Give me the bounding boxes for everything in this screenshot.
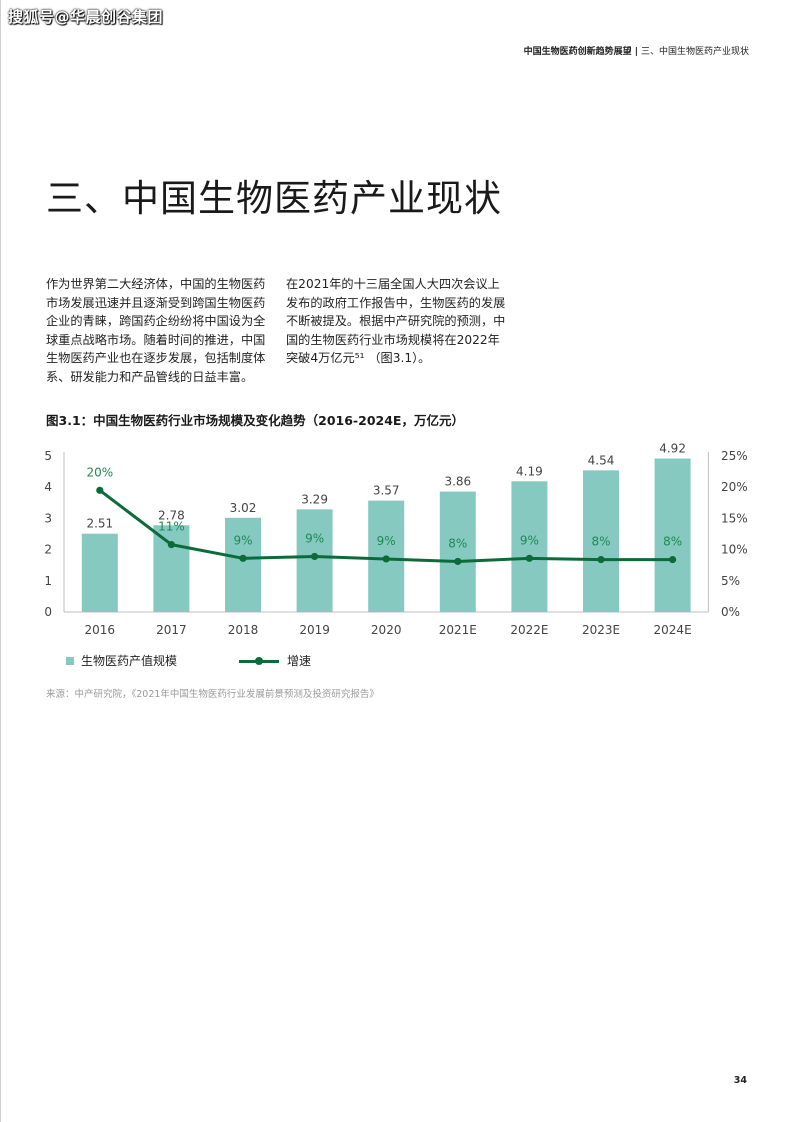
x-axis-tick-label: 2019: [299, 623, 330, 637]
growth-value-label: 9%: [305, 531, 324, 545]
bar-value-label: 2.51: [86, 517, 113, 531]
x-axis-tick-label: 2021E: [439, 623, 477, 637]
growth-value-label: 9%: [520, 533, 539, 547]
running-head: 中国生物医药创新趋势展望 | 三、中国生物医药产业现状: [524, 44, 749, 57]
running-head-separator: |: [634, 47, 638, 57]
growth-point-2021E: [454, 557, 462, 566]
y-axis-tick-label: 1: [44, 574, 52, 588]
growth-value-label: 9%: [233, 533, 252, 547]
growth-value-label: 8%: [591, 535, 610, 549]
x-axis-tick-label: 2016: [85, 623, 116, 637]
running-head-publication: 中国生物医药创新趋势展望: [523, 47, 632, 57]
market-size-chart: 0 1 2 3 4 5 0% 5% 10% 15% 20% 25% 2.51 2016 2.78 2017 3.…: [44, 441, 748, 637]
growth-point-2018: [239, 554, 247, 562]
y2-axis-tick-label: 10%: [721, 543, 748, 557]
bar-2019: [296, 509, 333, 612]
legend-bar-swatch: [66, 656, 74, 665]
bar-2024E: [654, 458, 691, 612]
growth-point-2023E: [597, 555, 605, 564]
y2-axis-tick-label: 5%: [721, 574, 740, 588]
x-axis-tick-label: 2020: [371, 623, 402, 637]
legend-bar-label: 生物医药产值规模: [81, 654, 178, 668]
page-edge-rule: [0, 0, 1, 1122]
body-paragraph-left: 作为世界第二大经济体，中国的生物医药市场发展迅速并且逐渐受到跨国生物医药企业的青…: [46, 277, 266, 384]
y-axis-tick-label: 4: [44, 480, 52, 494]
body-paragraph-right: 在2021年的十三届全国人大四次会议上发布的政府工作报告中，生物医药的发展不断被…: [286, 277, 506, 366]
y2-axis-tick-label: 25%: [721, 449, 748, 463]
legend-line-swatch: [239, 656, 280, 666]
growth-value-label: 11%: [158, 520, 185, 534]
bar-value-label: 4.19: [516, 464, 543, 478]
chart-legend: 生物医药产值规模 增速: [66, 652, 311, 669]
bar-2016: [81, 533, 118, 612]
y2-axis-tick-label: 15%: [721, 511, 748, 525]
y2-axis-tick-label: 0%: [721, 605, 740, 619]
y-axis-tick-label: 3: [44, 511, 52, 525]
growth-value-label: 9%: [377, 534, 396, 548]
y2-axis-tick-label: 20%: [721, 480, 748, 494]
growth-point-2019: [311, 552, 319, 561]
page-number: 34: [733, 1075, 747, 1086]
page-title: 三、中国生物医药产业现状: [46, 177, 502, 220]
growth-point-2016: [96, 486, 104, 494]
running-head-section: 三、中国生物医药产业现状: [640, 47, 749, 57]
growth-point-2020: [382, 555, 390, 563]
bar-value-label: 4.54: [588, 453, 615, 467]
bar-value-label: 3.02: [230, 501, 257, 515]
x-axis-tick-label: 2018: [228, 623, 259, 637]
growth-point-2017: [167, 541, 175, 549]
y-axis-tick-label: 2: [44, 543, 52, 557]
growth-point-2022E: [525, 554, 534, 562]
source-note: 来源：中产研究院，《2021年中国生物医药行业发展前景预测及投资研究报告》: [46, 689, 379, 700]
growth-value-label: 8%: [448, 536, 467, 550]
bar-value-label: 3.57: [373, 484, 400, 498]
growth-value-label: 20%: [86, 465, 113, 479]
x-axis-tick-label: 2023E: [582, 623, 620, 637]
x-axis-tick-label: 2017: [156, 623, 187, 637]
growth-value-label: 8%: [663, 535, 682, 549]
y-axis-tick-label: 5: [44, 449, 52, 463]
bar-2018: [225, 517, 261, 612]
bar-value-label: 3.86: [444, 475, 471, 489]
figure-title: 图3.1：中国生物医药行业市场规模及变化趋势（2016-2024E，万亿元）: [46, 413, 464, 428]
legend-line-label: 增速: [287, 654, 312, 668]
bar-value-label: 3.29: [301, 492, 328, 506]
bar-value-label: 4.92: [659, 441, 686, 455]
y-axis-tick-label: 0: [44, 605, 52, 619]
x-axis-tick-label: 2024E: [654, 623, 692, 637]
bar-value-label: 2.78: [158, 508, 185, 522]
watermark: 搜狐号@华晨创谷集团: [8, 8, 164, 26]
x-axis-tick-label: 2022E: [510, 623, 548, 637]
bar-2017: [153, 525, 190, 612]
bar-2022E: [511, 481, 548, 612]
growth-point-2024E: [669, 555, 677, 564]
bar-2021E: [439, 491, 476, 612]
bar-2023E: [583, 470, 619, 612]
